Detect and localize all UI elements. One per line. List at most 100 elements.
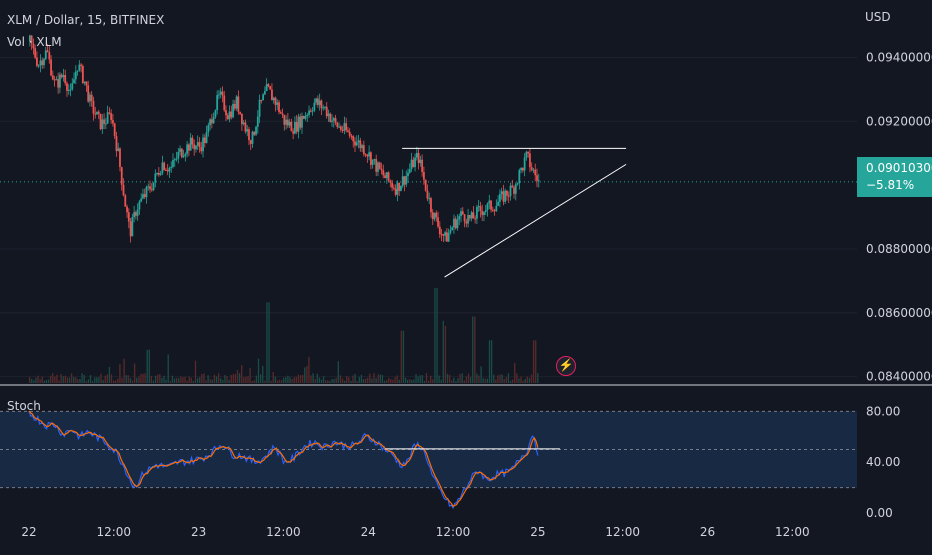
volume-bar [488, 340, 491, 383]
candle-body [470, 212, 473, 219]
volume-bar [83, 375, 85, 383]
candle-body [345, 123, 348, 131]
volume-bar [64, 375, 66, 383]
candle-body [154, 173, 157, 183]
volume-bar [161, 378, 163, 383]
candle-body [308, 110, 310, 115]
volume-bar [425, 373, 428, 383]
candle-body [348, 131, 351, 136]
candle-body [253, 131, 256, 135]
lightning-icon[interactable]: ⚡ [556, 356, 576, 376]
candle-body [101, 119, 104, 130]
volume-bar [87, 379, 90, 383]
candle-body [339, 126, 342, 130]
candle-body [313, 102, 316, 111]
candle-body [447, 232, 450, 242]
candle-body [50, 59, 52, 76]
volume-bar [203, 373, 205, 383]
candle-body [336, 122, 339, 127]
volume-bar [369, 373, 371, 383]
volume-bar [524, 379, 526, 383]
candle-body [484, 210, 487, 212]
volume-bar [514, 362, 516, 383]
candle-body [309, 110, 312, 112]
candle-body [403, 176, 406, 185]
volume-bar [421, 375, 423, 383]
candle-body [352, 136, 355, 142]
candle-body [129, 221, 132, 237]
candle-body [225, 110, 227, 116]
candle-body [509, 185, 512, 197]
volume-bar [526, 376, 528, 383]
volume-bar [140, 373, 142, 383]
volume-bar [289, 377, 291, 383]
candle-body [375, 159, 378, 172]
candle-body [276, 102, 279, 105]
volume-bar [94, 377, 96, 383]
candle-body [451, 227, 454, 231]
candle-body [292, 131, 295, 134]
volume-bar [446, 373, 449, 383]
volume-bar [119, 364, 121, 383]
candle-body [368, 152, 371, 157]
volume-bar [520, 376, 522, 383]
candle-body [228, 111, 231, 120]
candle-body [497, 201, 500, 206]
candle-body [331, 120, 333, 122]
volume-bar [253, 380, 255, 383]
volume-bar [241, 365, 243, 383]
candle-body [387, 172, 390, 181]
volume-bar [33, 380, 35, 383]
candle-body [444, 232, 447, 236]
candle-body [324, 106, 326, 108]
candle-body [479, 206, 482, 211]
volume-bar [299, 375, 302, 383]
candle-body [295, 121, 298, 132]
volume-bar [516, 373, 518, 383]
candle-body [37, 65, 40, 67]
volume-bar [392, 379, 394, 383]
candle-body [152, 182, 155, 191]
volume-bar [333, 379, 335, 383]
candle-body [57, 79, 60, 88]
candle-body [124, 195, 127, 207]
time-tick-label: 23 [191, 525, 206, 539]
candle-body [530, 167, 533, 171]
volume-bar [482, 378, 484, 383]
volume-bar [125, 375, 127, 383]
volume-bar [528, 378, 531, 383]
candle-body [230, 111, 233, 118]
volume-bar [165, 379, 167, 383]
volume-bar [522, 380, 524, 383]
candle-body [136, 209, 139, 216]
candle-body [202, 137, 204, 152]
candle-body [327, 113, 330, 117]
price-tick-label: 0.08400000 [866, 370, 932, 384]
volume-bar [173, 378, 176, 383]
candle-body [149, 186, 151, 190]
candle-body [142, 194, 144, 199]
volume-bar [163, 375, 165, 383]
volume-bar [274, 376, 276, 383]
candle-body [523, 157, 526, 171]
candle-body [258, 99, 261, 117]
volume-bar [199, 377, 201, 383]
volume-bar [465, 376, 468, 383]
volume-bar [495, 379, 497, 383]
candle-body [401, 176, 404, 186]
volume-bar [146, 349, 148, 383]
candle-body [449, 230, 452, 233]
volume-bar [490, 340, 493, 383]
candle-body [143, 194, 146, 198]
candle-body [361, 145, 363, 149]
volume-bar [106, 374, 108, 383]
volume-bar [415, 374, 417, 383]
candle-body [55, 79, 58, 81]
candle-body [419, 159, 422, 164]
volume-bar [91, 380, 94, 383]
candle-body [251, 131, 254, 144]
volume-bar [310, 375, 312, 383]
candle-body [424, 179, 427, 191]
volume-bar [62, 376, 64, 383]
